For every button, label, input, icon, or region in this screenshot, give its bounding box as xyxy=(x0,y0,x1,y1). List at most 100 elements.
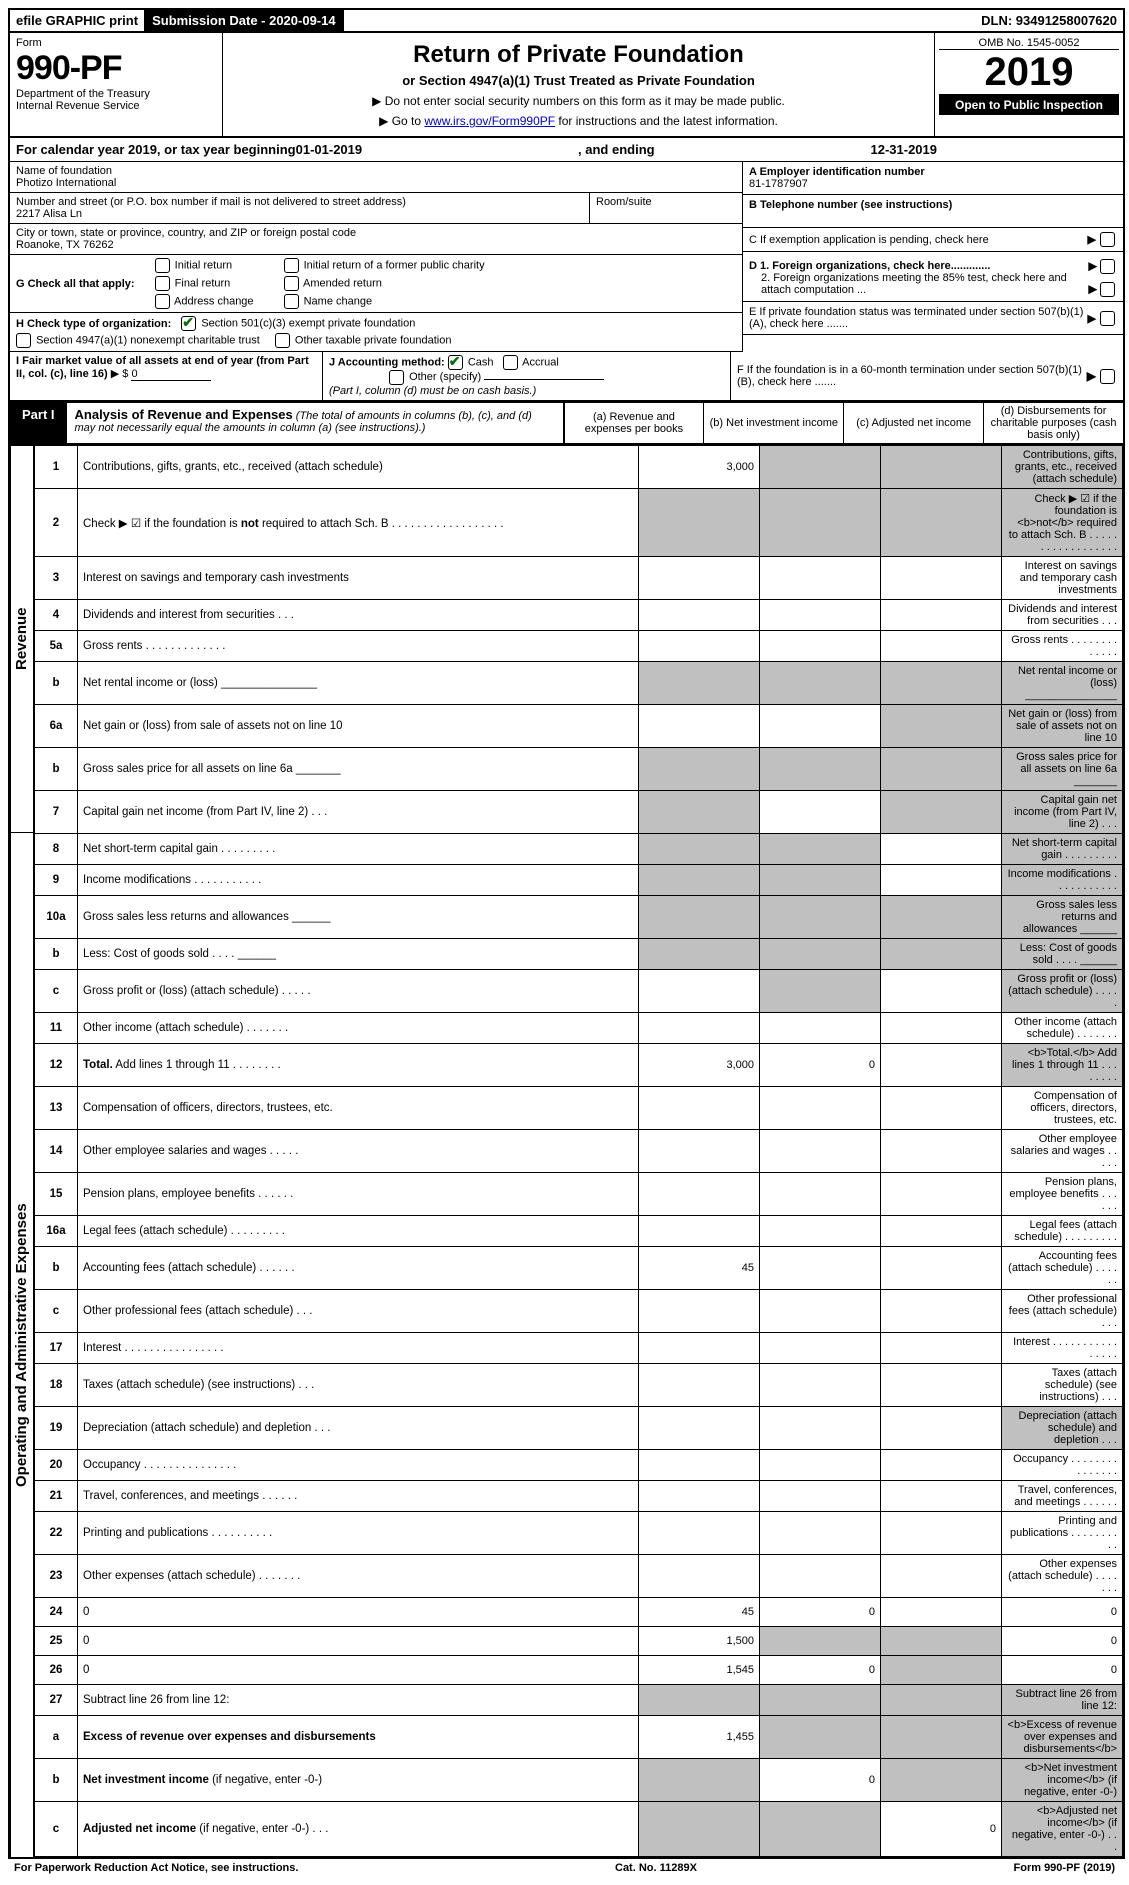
irs-link[interactable]: www.irs.gov/Form990PF xyxy=(424,114,555,128)
table-cell xyxy=(760,1481,881,1512)
part1-tab: Part I xyxy=(10,403,67,443)
line-description: Compensation of officers, directors, tru… xyxy=(78,1087,639,1130)
table-cell: Depreciation (attach schedule) and deple… xyxy=(1002,1407,1123,1450)
table-row: 6a Net gain or (loss) from sale of assets… xyxy=(35,705,1123,748)
table-cell: Gross rents . . . . . . . . . . . . . xyxy=(1002,631,1123,662)
table-row: 16aLegal fees (attach schedule) . . . . … xyxy=(35,1216,1123,1247)
address-change-checkbox[interactable] xyxy=(155,294,170,309)
revenue-label: Revenue xyxy=(10,445,34,832)
table-cell xyxy=(760,1407,881,1450)
table-cell xyxy=(881,939,1002,970)
table-cell xyxy=(639,1685,760,1716)
col-d-header: (d) Disbursements for charitable purpose… xyxy=(983,403,1123,443)
table-cell: 0 xyxy=(1002,1656,1123,1685)
table-cell xyxy=(881,1716,1002,1759)
footer: For Paperwork Reduction Act Notice, see … xyxy=(8,1859,1121,1877)
opex-label: Operating and Administrative Expenses xyxy=(10,832,34,1857)
line-description: Net investment income (if negative, ente… xyxy=(78,1759,639,1802)
line-description: Other employee salaries and wages . . . … xyxy=(78,1130,639,1173)
line-number: b xyxy=(35,1759,78,1802)
initial-former-checkbox[interactable] xyxy=(284,258,299,273)
table-cell xyxy=(881,896,1002,939)
table-cell xyxy=(760,748,881,791)
table-cell: Pension plans, employee benefits . . . .… xyxy=(1002,1173,1123,1216)
table-cell xyxy=(639,748,760,791)
form-number: 990-PF xyxy=(16,49,122,87)
table-cell: Printing and publications . . . . . . . … xyxy=(1002,1512,1123,1555)
line-number: 6a xyxy=(35,705,78,748)
table-cell xyxy=(760,896,881,939)
line-description: 0 xyxy=(78,1598,639,1627)
table-row: 17Interest . . . . . . . . . . . . . . .… xyxy=(35,1333,1123,1364)
table-row: cGross profit or (loss) (attach schedule… xyxy=(35,970,1123,1013)
year-begin: 01-01-2019 xyxy=(296,142,363,157)
line-number: 26 xyxy=(35,1656,78,1685)
table-cell xyxy=(760,446,881,489)
table-cell xyxy=(881,1685,1002,1716)
table-cell: Other professional fees (attach schedule… xyxy=(1002,1290,1123,1333)
table-cell: 0 xyxy=(760,1598,881,1627)
city-cell: City or town, state or province, country… xyxy=(10,224,742,255)
amended-return-checkbox[interactable] xyxy=(284,276,299,291)
table-cell: 1,455 xyxy=(639,1716,760,1759)
table-cell xyxy=(881,600,1002,631)
table-cell xyxy=(881,1407,1002,1450)
line-description: Other professional fees (attach schedule… xyxy=(78,1290,639,1333)
table-cell xyxy=(760,631,881,662)
table-cell xyxy=(639,1450,760,1481)
line-description: Pension plans, employee benefits . . . .… xyxy=(78,1173,639,1216)
table-cell: Occupancy . . . . . . . . . . . . . . . xyxy=(1002,1450,1123,1481)
initial-return-checkbox[interactable] xyxy=(155,258,170,273)
table-row: 15Pension plans, employee benefits . . .… xyxy=(35,1173,1123,1216)
i-cell: I Fair market value of all assets at end… xyxy=(10,352,323,400)
table-cell xyxy=(881,1555,1002,1598)
e-checkbox[interactable] xyxy=(1100,311,1115,326)
501c3-checkbox[interactable] xyxy=(181,316,196,331)
form-word: Form xyxy=(16,37,42,49)
table-row: 21Travel, conferences, and meetings . . … xyxy=(35,1481,1123,1512)
j-cell: J Accounting method: Cash Accrual Other … xyxy=(323,352,731,400)
table-cell: 45 xyxy=(639,1598,760,1627)
table-cell xyxy=(881,1627,1002,1656)
final-return-checkbox[interactable] xyxy=(155,276,170,291)
other-taxable-checkbox[interactable] xyxy=(275,333,290,348)
table-cell xyxy=(639,489,760,557)
cash-checkbox[interactable] xyxy=(448,355,463,370)
d2-checkbox[interactable] xyxy=(1100,282,1115,297)
table-cell: Accounting fees (attach schedule) . . . … xyxy=(1002,1247,1123,1290)
line-number: 23 xyxy=(35,1555,78,1598)
table-cell xyxy=(881,834,1002,865)
line-description: Legal fees (attach schedule) . . . . . .… xyxy=(78,1216,639,1247)
line-description: Accounting fees (attach schedule) . . . … xyxy=(78,1247,639,1290)
foundation-name-cell: Name of foundation Photizo International xyxy=(10,162,742,193)
c-checkbox[interactable] xyxy=(1100,232,1115,247)
accrual-checkbox[interactable] xyxy=(503,355,518,370)
city: Roanoke, TX 76262 xyxy=(16,239,114,251)
table-cell xyxy=(639,1290,760,1333)
table-cell: Check ▶ ☑ if the foundation is <b>not</b… xyxy=(1002,489,1123,557)
table-row: 14Other employee salaries and wages . . … xyxy=(35,1130,1123,1173)
table-row: 3Interest on savings and temporary cash … xyxy=(35,557,1123,600)
table-row: 10aGross sales less returns and allowanc… xyxy=(35,896,1123,939)
4947-checkbox[interactable] xyxy=(16,333,31,348)
line-description: Contributions, gifts, grants, etc., rece… xyxy=(78,446,639,489)
name-change-checkbox[interactable] xyxy=(284,294,299,309)
table-row: bLess: Cost of goods sold . . . . ______… xyxy=(35,939,1123,970)
table-cell xyxy=(639,1333,760,1364)
table-row: 23Other expenses (attach schedule) . . .… xyxy=(35,1555,1123,1598)
f-checkbox[interactable] xyxy=(1100,369,1115,384)
table-cell xyxy=(881,1044,1002,1087)
d1-checkbox[interactable] xyxy=(1100,259,1115,274)
table-cell xyxy=(639,896,760,939)
year-end: 12-31-2019 xyxy=(871,142,938,157)
table-cell xyxy=(881,970,1002,1013)
table-cell: 45 xyxy=(639,1247,760,1290)
table-cell xyxy=(881,557,1002,600)
table-cell: Net gain or (loss) from sale of assets n… xyxy=(1002,705,1123,748)
table-row: aExcess of revenue over expenses and dis… xyxy=(35,1716,1123,1759)
line-number: 2 xyxy=(35,489,78,557)
table-cell xyxy=(881,1013,1002,1044)
other-method-checkbox[interactable] xyxy=(389,370,404,385)
table-cell xyxy=(760,1087,881,1130)
table-cell xyxy=(881,1130,1002,1173)
